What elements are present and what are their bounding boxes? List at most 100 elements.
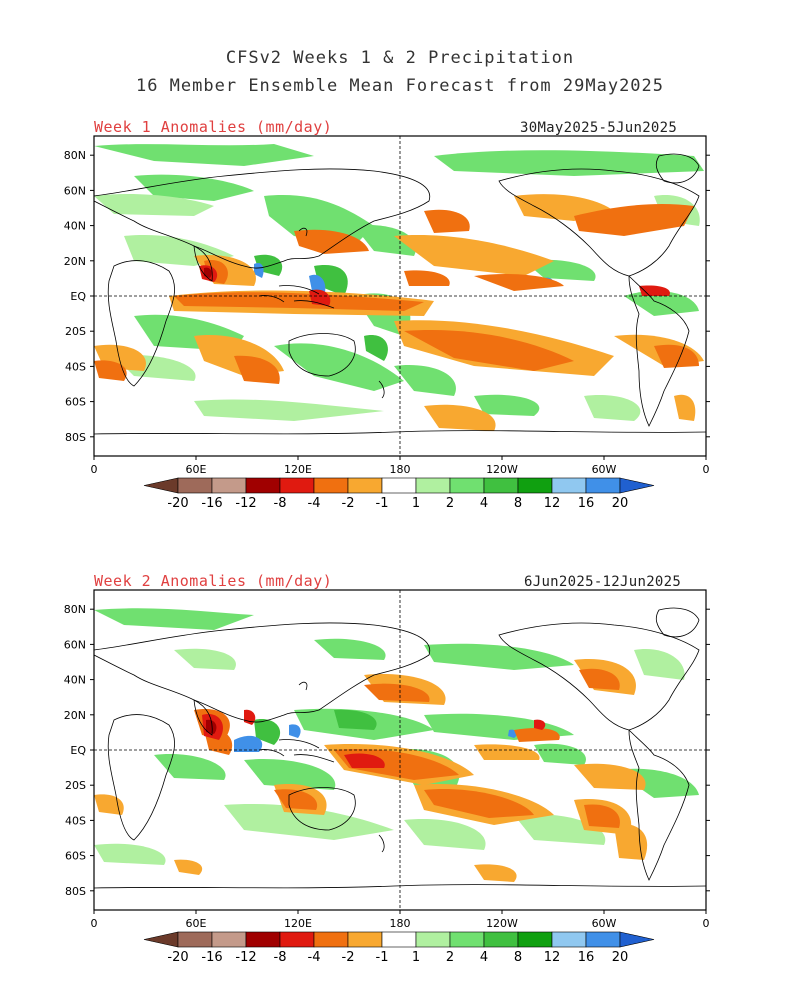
week1-lat-label: 40S	[65, 360, 86, 373]
week1-lon-label: 60E	[186, 463, 207, 476]
colorbar-swatch	[381, 931, 417, 948]
colorbar-arrow-right	[619, 931, 655, 948]
week2-lon-label: 60E	[186, 917, 207, 930]
colorbar-swatch	[211, 931, 247, 948]
colorbar-label: -2	[342, 496, 355, 511]
colorbar-label: 16	[578, 950, 595, 965]
week1-lon-label: 120E	[284, 463, 312, 476]
colorbar-swatch	[347, 931, 383, 948]
week2-lon-label: 60W	[592, 917, 617, 930]
week2-lat-label: 20N	[64, 709, 86, 722]
colorbar-swatch	[551, 477, 587, 494]
colorbar-label: -16	[201, 496, 222, 511]
colorbar-label: 8	[514, 950, 522, 965]
week2-title: Week 2 Anomalies (mm/day)	[94, 572, 333, 590]
week2-map: 80N 60N 40N 20N EQ 20S 40S 60S 80S 0 60E 120E 180 120…	[64, 589, 710, 930]
colorbar-label: 2	[446, 950, 454, 965]
colorbar-swatch	[245, 931, 281, 948]
week2-lat-label: EQ	[70, 744, 86, 757]
colorbar-label: 12	[544, 950, 561, 965]
colorbar-arrow-left	[143, 477, 179, 494]
week1-title: Week 1 Anomalies (mm/day)	[94, 118, 333, 136]
colorbar-swatch	[449, 931, 485, 948]
colorbar-label: 8	[514, 496, 522, 511]
colorbar-label: 4	[480, 496, 488, 511]
colorbar-label: 1	[412, 950, 420, 965]
week1-lat-label: 20N	[64, 255, 86, 268]
colorbar-label: -4	[308, 950, 321, 965]
colorbar-label: 16	[578, 496, 595, 511]
colorbar-swatch	[415, 931, 451, 948]
colorbar-swatch	[517, 477, 553, 494]
week1-lon-label: 60W	[592, 463, 617, 476]
colorbar-swatch	[245, 477, 281, 494]
colorbar-label: -8	[274, 950, 287, 965]
week2-lon-label: 180	[390, 917, 411, 930]
colorbar-label: -12	[235, 950, 256, 965]
week1-lat-label: 40N	[64, 220, 86, 233]
colorbar-swatch	[415, 477, 451, 494]
colorbar-swatch	[483, 477, 519, 494]
week2-lon-label: 0	[703, 917, 710, 930]
colorbar-swatch	[279, 931, 315, 948]
colorbar-swatch	[177, 931, 213, 948]
colorbar-swatch	[313, 931, 349, 948]
week1-lat-label: EQ	[70, 290, 86, 303]
week1-lat-label: 60N	[64, 184, 86, 197]
colorbar-label: 4	[480, 950, 488, 965]
colorbar-swatch	[551, 931, 587, 948]
colorbar-swatch	[585, 477, 621, 494]
figure-title-line2: 16 Member Ensemble Mean Forecast from 29…	[135, 76, 665, 96]
colorbar-label: 2	[446, 496, 454, 511]
figure-title-line1: CFSv2 Weeks 1 & 2 Precipitation	[225, 48, 575, 68]
week1-map: 80N 60N 40N 20N EQ 20S 40S 60S 80S 0 60E 120E 180 120…	[64, 135, 710, 476]
colorbar-label: -2	[342, 950, 355, 965]
colorbar-swatch	[211, 477, 247, 494]
colorbar-label: -8	[274, 496, 287, 511]
week2-colorbar: -20 -16 -12 -8 -4 -2 -1 1 2 4 8 12 16 20	[143, 931, 655, 965]
week2-lat-label: 80N	[64, 603, 86, 616]
week2-lat-label: 60N	[64, 638, 86, 651]
colorbar-label: -20	[167, 496, 188, 511]
colorbar-label: 12	[544, 496, 561, 511]
colorbar-arrow-left	[143, 931, 179, 948]
week2-lon-label: 120E	[284, 917, 312, 930]
week1-lon-label: 120W	[486, 463, 518, 476]
colorbar-swatch	[279, 477, 315, 494]
week1-lat-label: 60S	[65, 396, 86, 409]
week2-lat-label: 60S	[65, 850, 86, 863]
week1-lat-label: 20S	[65, 325, 86, 338]
colorbar-label: -20	[167, 950, 188, 965]
week1-lon-label: 0	[91, 463, 98, 476]
week1-lon-label: 0	[703, 463, 710, 476]
week2-lon-label: 0	[91, 917, 98, 930]
colorbar-swatch	[313, 477, 349, 494]
week2-lat-label: 40S	[65, 814, 86, 827]
colorbar-swatch	[483, 931, 519, 948]
colorbar-label: -4	[308, 496, 321, 511]
week1-lat-label: 80N	[64, 149, 86, 162]
colorbar-swatch	[585, 931, 621, 948]
week2-dates: 6Jun2025-12Jun2025	[524, 574, 682, 590]
week2-lat-label: 40N	[64, 674, 86, 687]
colorbar-label: 20	[612, 496, 629, 511]
week1-lat-label: 80S	[65, 431, 86, 444]
colorbar-swatch	[177, 477, 213, 494]
colorbar-swatch	[347, 477, 383, 494]
colorbar-label: -1	[376, 496, 389, 511]
week2-lat-label: 20S	[65, 779, 86, 792]
colorbar-swatch	[517, 931, 553, 948]
colorbar-label: -1	[376, 950, 389, 965]
week1-dates: 30May2025-5Jun2025	[520, 120, 678, 136]
week2-lat-label: 80S	[65, 885, 86, 898]
week2-lon-label: 120W	[486, 917, 518, 930]
colorbar-label: 1	[412, 496, 420, 511]
colorbar-arrow-right	[619, 477, 655, 494]
colorbar-label: -12	[235, 496, 256, 511]
colorbar-swatch	[381, 477, 417, 494]
colorbar-swatch	[449, 477, 485, 494]
colorbar-label: 20	[612, 950, 629, 965]
colorbar-label: -16	[201, 950, 222, 965]
week1-lon-label: 180	[390, 463, 411, 476]
